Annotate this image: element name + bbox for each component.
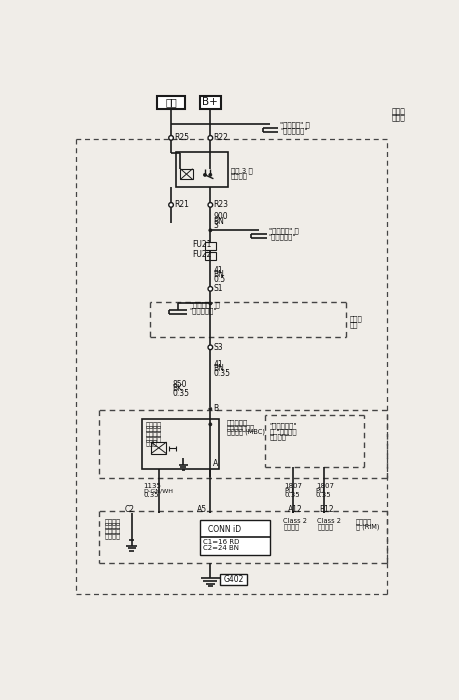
Circle shape: [207, 286, 212, 291]
Circle shape: [208, 407, 212, 410]
Text: "配电示意图": "配电示意图": [189, 307, 217, 314]
Text: 磁阀控制: 磁阀控制: [146, 435, 161, 442]
Text: 自动变速: 自动变速: [105, 518, 121, 525]
Circle shape: [207, 345, 212, 349]
Bar: [157, 95, 185, 108]
Text: 41: 41: [213, 266, 223, 275]
Text: S1: S1: [213, 284, 223, 293]
Circle shape: [208, 174, 212, 176]
Text: 850: 850: [172, 380, 187, 389]
Text: "数据链通信": "数据链通信": [269, 423, 297, 429]
Text: C1=16 RD: C1=16 RD: [203, 539, 239, 545]
Circle shape: [168, 202, 173, 207]
Text: S3: S3: [213, 343, 223, 352]
Circle shape: [208, 423, 212, 426]
Bar: [141, 419, 218, 469]
Text: A12: A12: [287, 505, 302, 514]
Text: 熔丝盒: 熔丝盒: [391, 107, 404, 116]
Text: A5: A5: [197, 505, 207, 514]
Text: 自动变速: 自动变速: [146, 421, 161, 428]
Text: 1807: 1807: [284, 483, 302, 489]
Text: Class 2: Class 2: [283, 519, 307, 524]
Text: Class 2: Class 2: [317, 519, 341, 524]
Text: 自动变速器: 自动变速器: [226, 419, 247, 426]
Text: 41: 41: [213, 360, 223, 369]
Text: 换挡锁定控制电: 换挡锁定控制电: [226, 424, 254, 430]
Circle shape: [203, 174, 206, 176]
Text: 0.5: 0.5: [213, 275, 225, 284]
Text: "线路系统" 中: "线路系统" 中: [268, 228, 298, 234]
Bar: [175, 152, 228, 187]
Text: "线路系统" 中: "线路系统" 中: [280, 122, 309, 128]
Circle shape: [207, 202, 212, 207]
Text: 电磁阀: 电磁阀: [146, 440, 157, 446]
Text: BN: BN: [213, 216, 224, 225]
Circle shape: [208, 302, 212, 305]
Text: 一左后: 一左后: [391, 113, 404, 122]
Text: 中 "数据链传: 中 "数据链传: [269, 428, 296, 435]
Text: 接器: 接器: [349, 321, 358, 328]
Text: "配电示意图": "配电示意图": [268, 233, 296, 240]
Text: 运行: 运行: [165, 97, 177, 108]
Text: 0.35: 0.35: [143, 492, 159, 498]
Text: R21: R21: [174, 200, 189, 209]
Text: 定控制电: 定控制电: [105, 527, 121, 534]
Text: B+: B+: [202, 97, 218, 108]
Text: BN: BN: [213, 270, 224, 279]
Text: R23: R23: [213, 200, 228, 209]
Text: 头示意图": 头示意图": [269, 433, 289, 440]
Text: 1807: 1807: [315, 483, 333, 489]
Bar: [199, 520, 270, 555]
Text: 0.35: 0.35: [284, 492, 299, 498]
Text: 型继电器: 型继电器: [230, 172, 247, 179]
Text: 接头连: 接头连: [349, 316, 362, 322]
Text: 器换挡锁: 器换挡锁: [105, 523, 121, 529]
Text: 磁阀控制: 磁阀控制: [105, 532, 121, 538]
Text: 0.35: 0.35: [172, 389, 189, 398]
Text: BN: BN: [213, 365, 224, 373]
Text: C2: C2: [124, 505, 134, 514]
Circle shape: [207, 136, 212, 140]
Text: PU: PU: [284, 488, 293, 494]
Bar: [205, 242, 215, 250]
Circle shape: [208, 229, 212, 232]
Text: B12: B12: [318, 505, 333, 514]
Text: 0.35: 0.35: [315, 492, 331, 498]
Text: 点火 3 微: 点火 3 微: [230, 167, 252, 174]
Bar: [205, 252, 215, 260]
Text: PU: PU: [315, 488, 325, 494]
Text: B: B: [213, 405, 218, 414]
Circle shape: [168, 136, 173, 140]
Text: CONN iD: CONN iD: [207, 524, 240, 533]
Text: 器换挡锁: 器换挡锁: [146, 426, 161, 433]
Text: 串行数据: 串行数据: [283, 524, 299, 530]
Text: BK: BK: [172, 384, 182, 393]
Text: 后集成模: 后集成模: [355, 518, 371, 525]
Text: 1135: 1135: [143, 483, 161, 489]
Text: 3: 3: [213, 221, 218, 230]
Text: 块 (RIM): 块 (RIM): [355, 524, 379, 530]
Text: 串行数据: 串行数据: [317, 524, 333, 530]
Text: D-GN/WH: D-GN/WH: [143, 488, 173, 493]
Bar: [180, 169, 192, 179]
Text: 磁阀组成 (MBC): 磁阀组成 (MBC): [226, 428, 264, 435]
Text: R22: R22: [213, 134, 228, 142]
Bar: [151, 442, 166, 454]
Text: "配电示意图": "配电示意图": [280, 127, 307, 134]
Text: A: A: [212, 459, 218, 468]
Text: FU22: FU22: [192, 250, 212, 259]
Text: 定控制电: 定控制电: [146, 430, 161, 437]
Text: G402: G402: [224, 575, 244, 584]
Text: FU21: FU21: [192, 239, 212, 248]
Text: R25: R25: [174, 134, 189, 142]
Text: "线路系统" 中: "线路系统" 中: [189, 302, 219, 308]
Bar: [220, 574, 247, 584]
Text: C2=24 BN: C2=24 BN: [203, 545, 239, 552]
Text: 0.35: 0.35: [213, 369, 230, 378]
Bar: [199, 95, 221, 108]
Text: 900: 900: [213, 212, 228, 221]
